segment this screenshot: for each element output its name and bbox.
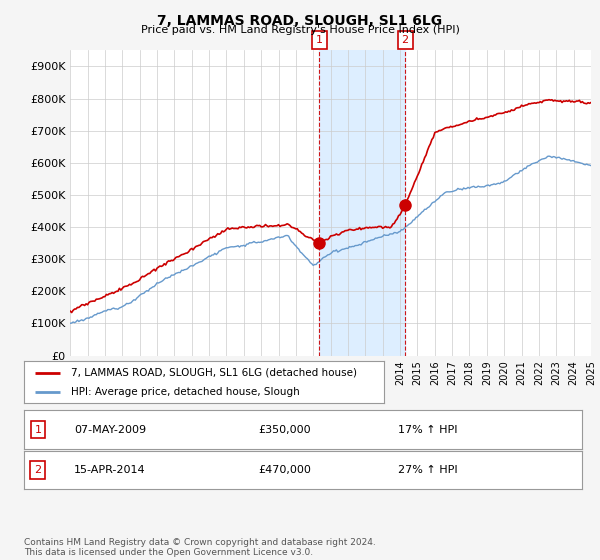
Text: 2: 2 [401, 35, 409, 45]
Text: Contains HM Land Registry data © Crown copyright and database right 2024.
This d: Contains HM Land Registry data © Crown c… [24, 538, 376, 557]
Text: £470,000: £470,000 [259, 465, 311, 475]
Text: 1: 1 [316, 35, 323, 45]
Text: HPI: Average price, detached house, Slough: HPI: Average price, detached house, Slou… [71, 387, 299, 397]
Text: 7, LAMMAS ROAD, SLOUGH, SL1 6LG: 7, LAMMAS ROAD, SLOUGH, SL1 6LG [157, 14, 443, 28]
Text: 2: 2 [34, 465, 41, 475]
Text: 15-APR-2014: 15-APR-2014 [74, 465, 146, 475]
Text: 27% ↑ HPI: 27% ↑ HPI [398, 465, 457, 475]
Text: 1: 1 [34, 424, 41, 435]
Text: Price paid vs. HM Land Registry's House Price Index (HPI): Price paid vs. HM Land Registry's House … [140, 25, 460, 35]
Text: 7, LAMMAS ROAD, SLOUGH, SL1 6LG (detached house): 7, LAMMAS ROAD, SLOUGH, SL1 6LG (detache… [71, 367, 357, 377]
Text: 17% ↑ HPI: 17% ↑ HPI [398, 424, 457, 435]
Text: £350,000: £350,000 [259, 424, 311, 435]
Bar [319, 50, 405, 356]
Text: 07-MAY-2009: 07-MAY-2009 [74, 424, 146, 435]
